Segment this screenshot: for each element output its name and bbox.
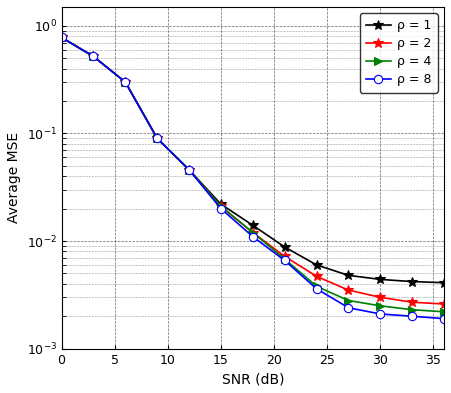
Line: ρ = 2: ρ = 2 xyxy=(57,33,449,309)
ρ = 2 xyxy=(346,288,351,292)
ρ = 1 xyxy=(346,273,351,278)
ρ = 8 xyxy=(410,314,415,319)
ρ = 2 xyxy=(377,295,383,300)
ρ = 1 xyxy=(155,136,160,141)
ρ = 2 xyxy=(314,274,319,279)
ρ = 4 xyxy=(123,80,128,84)
ρ = 1 xyxy=(218,202,224,207)
ρ = 1 xyxy=(377,277,383,282)
ρ = 2 xyxy=(282,254,287,259)
ρ = 8 xyxy=(123,80,128,84)
ρ = 8 xyxy=(282,258,287,263)
ρ = 8 xyxy=(186,167,192,172)
ρ = 2 xyxy=(91,54,96,59)
ρ = 4 xyxy=(442,309,447,314)
ρ = 2 xyxy=(410,300,415,305)
ρ = 4 xyxy=(346,298,351,303)
ρ = 4 xyxy=(314,284,319,288)
ρ = 8 xyxy=(218,206,224,211)
ρ = 8 xyxy=(250,234,256,239)
ρ = 1 xyxy=(123,80,128,84)
ρ = 4 xyxy=(218,204,224,209)
ρ = 8 xyxy=(377,312,383,316)
ρ = 4 xyxy=(155,136,160,141)
ρ = 4 xyxy=(59,35,64,40)
ρ = 4 xyxy=(377,303,383,308)
ρ = 4 xyxy=(250,230,256,235)
ρ = 1 xyxy=(250,223,256,228)
Line: ρ = 4: ρ = 4 xyxy=(57,33,448,316)
ρ = 2 xyxy=(123,80,128,84)
ρ = 2 xyxy=(250,230,256,235)
ρ = 8 xyxy=(91,54,96,59)
ρ = 1 xyxy=(186,167,192,172)
ρ = 8 xyxy=(442,316,447,321)
ρ = 1 xyxy=(314,263,319,267)
ρ = 4 xyxy=(410,307,415,312)
ρ = 8 xyxy=(346,305,351,310)
ρ = 2 xyxy=(186,167,192,172)
ρ = 2 xyxy=(442,302,447,307)
ρ = 1 xyxy=(282,245,287,250)
ρ = 2 xyxy=(218,204,224,209)
Line: ρ = 1: ρ = 1 xyxy=(57,33,449,288)
ρ = 1 xyxy=(91,54,96,59)
X-axis label: SNR (dB): SNR (dB) xyxy=(221,372,284,386)
ρ = 4 xyxy=(91,54,96,59)
ρ = 8 xyxy=(314,286,319,291)
ρ = 4 xyxy=(282,257,287,261)
ρ = 2 xyxy=(155,136,160,141)
ρ = 1 xyxy=(59,35,64,40)
Legend: ρ = 1, ρ = 2, ρ = 4, ρ = 8: ρ = 1, ρ = 2, ρ = 4, ρ = 8 xyxy=(359,13,438,93)
ρ = 8 xyxy=(155,136,160,141)
ρ = 1 xyxy=(410,279,415,284)
Line: ρ = 8: ρ = 8 xyxy=(57,33,448,323)
ρ = 8 xyxy=(59,35,64,40)
ρ = 1 xyxy=(442,280,447,285)
Y-axis label: Average MSE: Average MSE xyxy=(7,132,21,223)
ρ = 2 xyxy=(59,35,64,40)
ρ = 4 xyxy=(186,167,192,172)
